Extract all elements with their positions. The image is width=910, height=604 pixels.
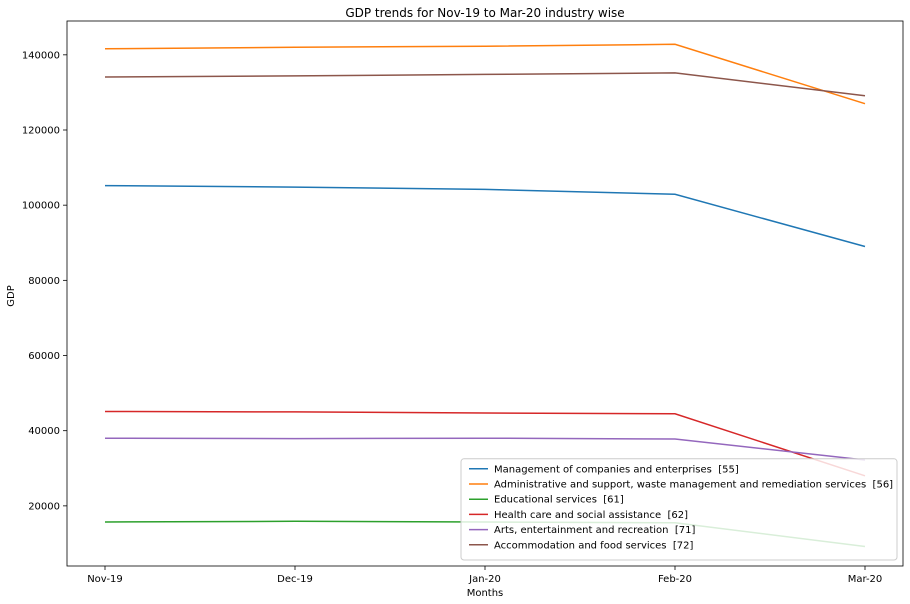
legend-label: Health care and social assistance [62] [494, 510, 688, 521]
series-line-1 [104, 43, 866, 105]
chart-title: GDP trends for Nov-19 to Mar-20 industry… [345, 6, 624, 20]
series-line-0 [104, 184, 866, 248]
series-line-4 [104, 437, 866, 461]
legend-label: Arts, entertainment and recreation [71] [494, 525, 695, 536]
y-tick-label: 140000 [22, 50, 60, 61]
y-tick-label: 120000 [22, 126, 60, 137]
series-line-5 [104, 72, 866, 97]
legend: Management of companies and enterprises … [460, 458, 898, 561]
y-tick-label: 60000 [28, 351, 60, 362]
x-axis-title: Months [467, 588, 504, 599]
legend-box [460, 458, 898, 561]
legend-label: Accommodation and food services [72] [494, 540, 693, 551]
y-tick-label: 40000 [28, 426, 60, 437]
x-tick-label: Nov-19 [87, 574, 123, 585]
y-axis: 20000 40000 60000 80000 100000 120000 140000 [22, 50, 67, 512]
x-tick-label: Mar-20 [848, 574, 883, 585]
y-tick-label: 80000 [28, 276, 60, 287]
legend-label: Educational services [61] [494, 495, 624, 506]
series-line-3 [104, 410, 866, 477]
y-tick-label: 100000 [22, 201, 60, 212]
x-tick-label: Dec-19 [277, 574, 313, 585]
y-tick-label: 20000 [28, 501, 60, 512]
x-tick-label: Jan-20 [468, 574, 501, 585]
legend-label: Administrative and support, waste manage… [494, 480, 893, 491]
y-axis-title: GDP [6, 285, 17, 306]
x-axis: Nov-19 Dec-19 Jan-20 Feb-20 Mar-20 [87, 566, 882, 585]
x-tick-label: Feb-20 [658, 574, 692, 585]
legend-label: Management of companies and enterprises … [494, 464, 739, 475]
